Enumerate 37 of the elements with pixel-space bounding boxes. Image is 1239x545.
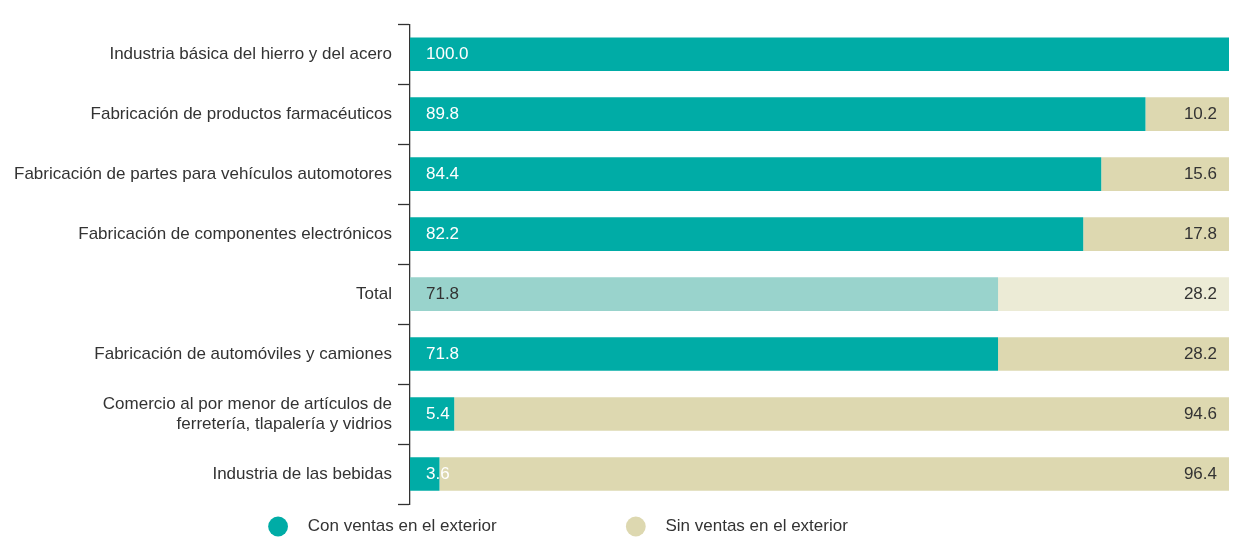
data-label: 94.6 bbox=[1183, 403, 1217, 423]
data-label: 15.6 bbox=[1183, 163, 1217, 183]
data-label: 100.0 bbox=[425, 43, 469, 63]
y-tick-label: Fabricación de automóviles y camiones bbox=[94, 343, 392, 363]
bar bbox=[454, 397, 1229, 431]
data-label: 71.8 bbox=[425, 283, 460, 303]
data-label: 96.4 bbox=[1183, 463, 1217, 483]
bar bbox=[409, 37, 1229, 71]
bar bbox=[409, 157, 1102, 191]
bar bbox=[1083, 217, 1229, 251]
y-tick-label: Industria básica del hierro y del acero bbox=[109, 43, 392, 63]
bar bbox=[409, 217, 1084, 251]
bar bbox=[998, 277, 1229, 311]
bar bbox=[409, 97, 1146, 131]
bar bbox=[998, 337, 1229, 371]
bar bbox=[1145, 97, 1229, 131]
data-label: 28.2 bbox=[1183, 343, 1217, 363]
data-label: 84.4 bbox=[425, 163, 460, 183]
y-tick-label: Industria de las bebidas bbox=[212, 463, 392, 483]
y-tick-label: Fabricación de partes para vehículos automotores bbox=[14, 163, 392, 183]
y-tick-label: Total bbox=[356, 283, 392, 303]
data-label: 5.4 bbox=[425, 403, 450, 423]
data-label: 71.8 bbox=[425, 343, 460, 363]
legend-label: Con ventas en el exterior bbox=[293, 516, 615, 536]
data-label: 10.2 bbox=[1183, 103, 1217, 123]
bar bbox=[1101, 157, 1229, 191]
bar bbox=[409, 337, 999, 371]
data-label: 17.8 bbox=[1183, 223, 1217, 243]
bar bbox=[409, 277, 999, 311]
data-label: 28.2 bbox=[1183, 283, 1217, 303]
legend-label: Sin ventas en el exterior bbox=[651, 516, 966, 536]
y-tick-label: Fabricación de componentes electrónicos bbox=[78, 223, 392, 243]
data-label: 89.8 bbox=[425, 103, 460, 123]
y-tick-label: Comercio al por menor de artículos de ferretería, tlapalería y vidrios bbox=[102, 393, 392, 433]
y-tick-label: Fabricación de productos farmacéuticos bbox=[90, 103, 392, 123]
bar bbox=[409, 397, 455, 431]
data-label: 82.2 bbox=[425, 223, 460, 243]
